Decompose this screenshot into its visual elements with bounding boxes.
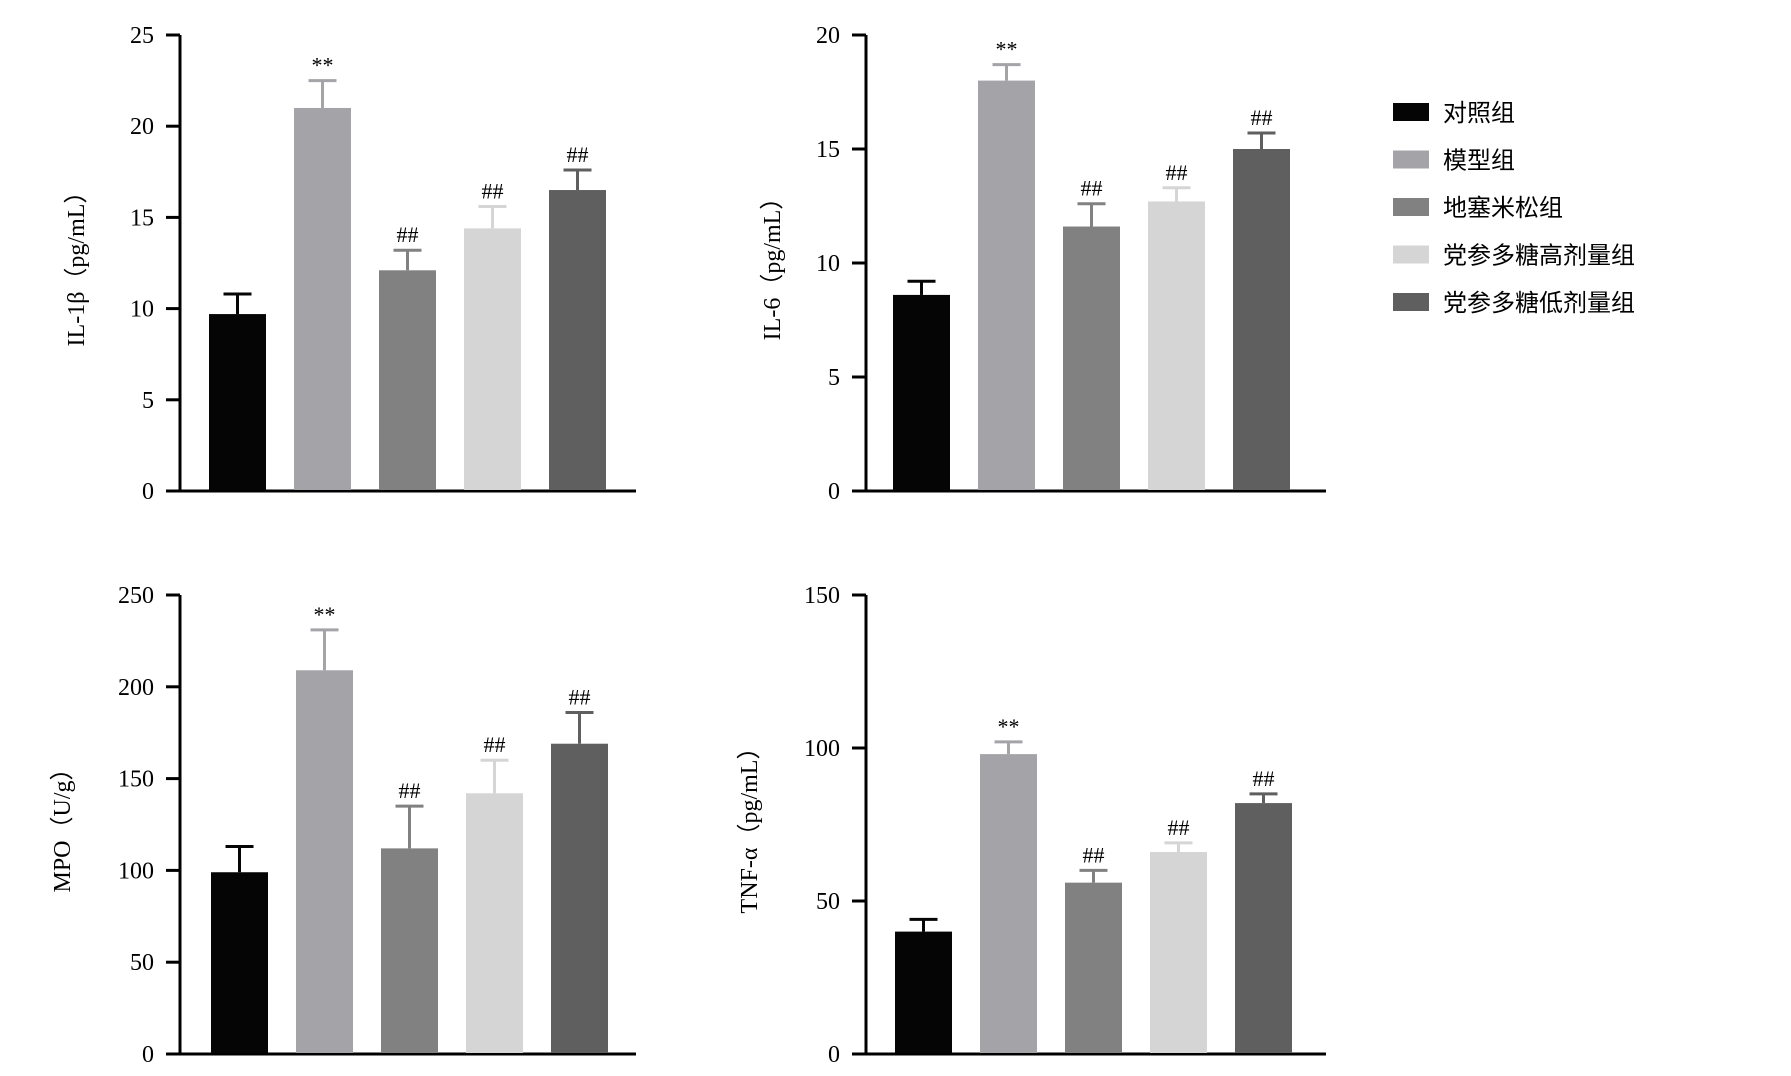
y-tick-label: 150 <box>118 767 154 793</box>
significance-label: ## <box>1083 842 1105 867</box>
significance-label: ## <box>1253 766 1275 791</box>
y-tick-label: 100 <box>118 858 154 884</box>
legend-swatch <box>1393 245 1429 264</box>
significance-label: ** <box>996 37 1018 62</box>
legend-label: 模型组 <box>1443 147 1515 175</box>
bar-1 <box>211 872 268 1053</box>
significance-label: ## <box>569 685 591 710</box>
y-tick-label: 50 <box>816 889 840 915</box>
bar-1 <box>893 294 950 490</box>
y-tick-label: 10 <box>130 297 154 323</box>
legend-swatch <box>1393 103 1429 121</box>
bar-4 <box>1150 852 1207 1053</box>
bar-5 <box>1235 803 1292 1053</box>
bar-2 <box>296 670 353 1053</box>
y-tick-label: 10 <box>816 251 840 277</box>
y-tick-label: 15 <box>130 205 154 231</box>
y-tick-label: 20 <box>130 114 154 140</box>
significance-label: ## <box>397 222 419 247</box>
significance-label: ## <box>1166 160 1188 185</box>
chart-il6: 0 5 10 15 20 IL-6（pg/mL） ** ## ## ## <box>760 23 1326 505</box>
y-tick-label: 15 <box>816 137 840 163</box>
y-tick-label: 5 <box>828 365 840 391</box>
legend-item: 党参多糖高剂量组 <box>1393 242 1635 270</box>
bar-5 <box>551 743 608 1053</box>
legend-swatch <box>1393 293 1429 311</box>
y-tick-label: 250 <box>118 583 154 609</box>
y-tick-label: 200 <box>118 675 154 701</box>
y-tick-label: 25 <box>130 23 154 49</box>
legend-label: 党参多糖高剂量组 <box>1443 242 1635 270</box>
chart-tnfa: 0 50 100 150 TNF-α（pg/mL） ** ## ## ## <box>737 583 1326 1068</box>
bar-2 <box>980 754 1037 1053</box>
bar-3 <box>381 848 438 1053</box>
bar-3 <box>379 270 436 490</box>
chart-il1b: 0 5 10 15 20 25 IL-1β（pg/mL） ** ## ## ## <box>64 23 636 505</box>
legend-label: 党参多糖低剂量组 <box>1443 289 1635 317</box>
y-tick-label: 100 <box>804 736 840 762</box>
significance-label: ## <box>399 778 421 803</box>
y-tick-label: 20 <box>816 23 840 49</box>
legend-swatch <box>1393 198 1429 216</box>
y-axis-title: IL-1β（pg/mL） <box>64 180 90 347</box>
chart-mpo: 0 50 100 150 200 250 MPO（U/g） ** ## ## ## <box>50 583 636 1068</box>
y-axis-title: TNF-α（pg/mL） <box>737 736 763 914</box>
bar-4 <box>1148 201 1205 490</box>
significance-label: ** <box>312 53 334 78</box>
bar-2 <box>294 107 351 491</box>
legend-item: 党参多糖低剂量组 <box>1393 289 1635 317</box>
bar-5 <box>549 190 606 491</box>
significance-label: ## <box>1251 105 1273 130</box>
legend-item: 地塞米松组 <box>1393 194 1563 222</box>
y-tick-label: 5 <box>142 388 154 414</box>
significance-label: ## <box>1168 815 1190 840</box>
legend-item: 对照组 <box>1393 99 1515 127</box>
bar-1 <box>895 931 952 1053</box>
bar-3 <box>1063 226 1120 490</box>
bar-3 <box>1065 882 1122 1053</box>
bar-1 <box>209 314 266 490</box>
y-tick-label: 0 <box>142 1042 154 1068</box>
y-tick-label: 0 <box>828 1042 840 1068</box>
significance-label: ** <box>314 602 336 627</box>
significance-label: ** <box>998 714 1020 739</box>
legend-swatch <box>1393 150 1429 169</box>
bar-4 <box>466 793 523 1053</box>
significance-label: ## <box>567 142 589 167</box>
y-axis-title: IL-6（pg/mL） <box>760 186 786 341</box>
y-tick-label: 50 <box>130 950 154 976</box>
bar-5 <box>1233 149 1290 490</box>
y-tick-label: 150 <box>804 583 840 609</box>
bar-4 <box>464 228 521 490</box>
significance-label: ## <box>1081 176 1103 201</box>
y-tick-label: 0 <box>828 479 840 505</box>
significance-label: ## <box>484 732 506 757</box>
bar-2 <box>978 80 1035 490</box>
legend-label: 对照组 <box>1443 99 1515 127</box>
y-axis-title: MPO（U/g） <box>50 756 76 892</box>
legend-item: 模型组 <box>1393 147 1515 175</box>
legend-label: 地塞米松组 <box>1443 194 1563 222</box>
y-tick-label: 0 <box>142 479 154 505</box>
significance-label: ## <box>482 178 504 203</box>
